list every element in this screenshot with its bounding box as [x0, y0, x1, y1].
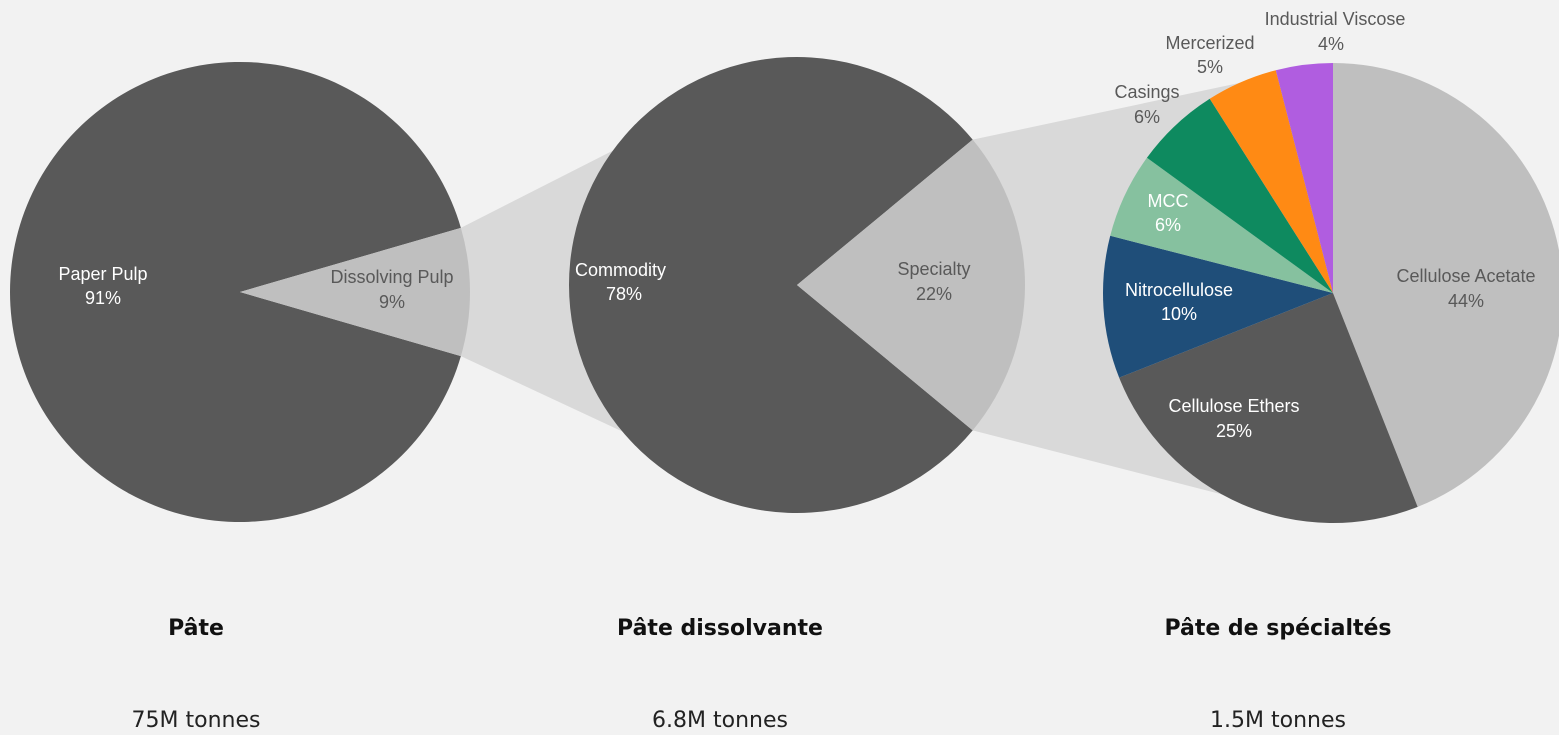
pie-total: 75M tonnes [131, 708, 261, 733]
slice-label: Cellulose Ethers [1168, 396, 1299, 416]
pie-slice-cellulose-acetate [1333, 63, 1559, 507]
slice-percent-label: 5% [1197, 57, 1223, 77]
slice-label: Dissolving Pulp [330, 267, 453, 287]
pie-slice-dissolving-pulp [240, 227, 471, 357]
slice-percent-label: 44% [1448, 291, 1484, 311]
slice-label: Paper Pulp [58, 264, 147, 284]
slice-percent-label: 9% [379, 292, 405, 312]
caption-pate-specialtes-total: 1.5M tonnes [1128, 708, 1428, 733]
slice-percent-label: 10% [1161, 304, 1197, 324]
pie-slice-paper-pulp [10, 61, 461, 522]
caption-pate-dissolvante-total: 6.8M tonnes [570, 708, 870, 733]
pie-total: 1.5M tonnes [1210, 708, 1346, 733]
caption-pate: Pâte [46, 616, 346, 641]
pie-slice-cellulose-ethers [1119, 293, 1418, 524]
slice-percent-label: 25% [1216, 421, 1252, 441]
pie-title: Pâte [168, 616, 224, 641]
pie-slice-casings [1146, 98, 1333, 293]
caption-pate-specialtes: Pâte de spécialtés [1128, 616, 1428, 641]
pie-slice-commodity [569, 56, 973, 514]
slice-percent-label: 91% [85, 288, 121, 308]
pie-title: Pâte de spécialtés [1164, 616, 1392, 641]
slice-label: Commodity [575, 260, 666, 280]
slice-percent-label: 22% [916, 284, 952, 304]
pies [10, 56, 1559, 524]
labels: Paper Pulp 91% Dissolving Pulp 9% Commodity 7… [58, 9, 1535, 441]
slice-percent-label: 6% [1155, 215, 1181, 235]
pie-slice-mercerized [1209, 70, 1333, 293]
caption-pate-dissolvante: Pâte dissolvante [570, 616, 870, 641]
pie-title: Pâte dissolvante [617, 616, 823, 641]
pie-slice-nitrocellulose [1103, 235, 1333, 378]
pie-slice-specialty [797, 139, 1026, 431]
slice-percent-label: 78% [606, 284, 642, 304]
slice-percent-label: 4% [1318, 34, 1344, 54]
pie-total: 6.8M tonnes [652, 708, 788, 733]
slice-label: Mercerized [1165, 33, 1254, 53]
slice-label: MCC [1148, 191, 1189, 211]
slice-label: Specialty [897, 259, 970, 279]
slice-label: Casings [1114, 82, 1179, 102]
pie-slice-mcc [1110, 157, 1333, 293]
pie-slice-industrial-viscose [1275, 63, 1333, 293]
slice-percent-label: 6% [1134, 107, 1160, 127]
slice-label: Industrial Viscose [1265, 9, 1406, 29]
slice-label: Nitrocellulose [1125, 280, 1233, 300]
slice-label: Cellulose Acetate [1396, 266, 1535, 286]
caption-pate-total: 75M tonnes [46, 708, 346, 733]
